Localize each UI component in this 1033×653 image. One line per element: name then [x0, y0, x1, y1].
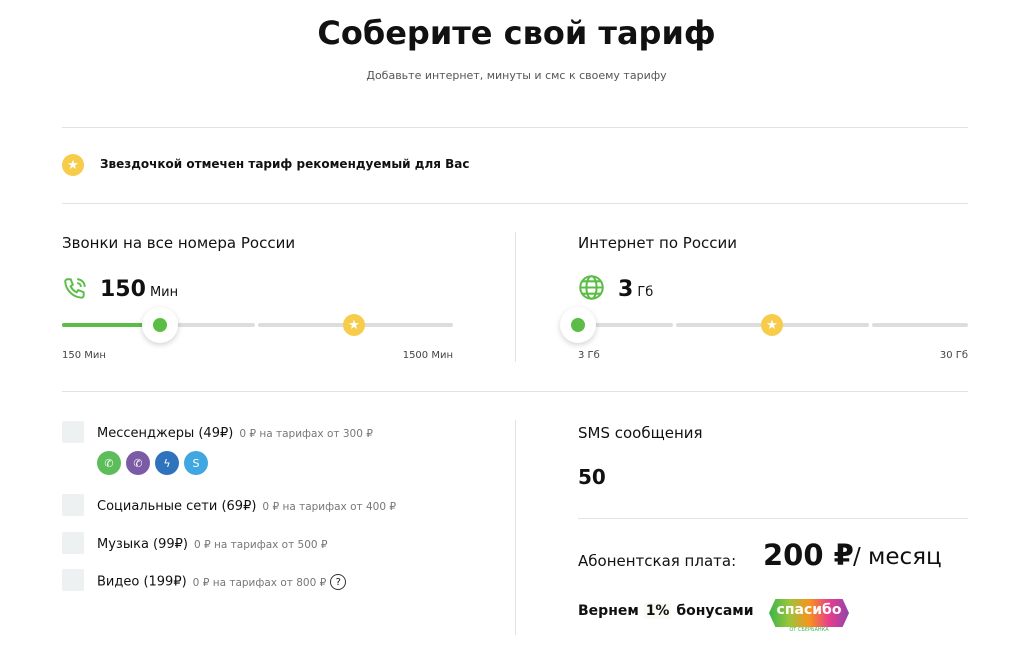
page-title: Соберите свой тариф	[317, 14, 716, 52]
internet-slider-handle[interactable]	[560, 307, 596, 343]
internet-title: Интернет по России	[578, 234, 738, 252]
messenger-icon: ϟ	[155, 451, 179, 475]
internet-max-label: 30 Гб	[939, 350, 968, 361]
video-checkbox[interactable]	[62, 569, 84, 591]
messengers-checkbox[interactable]	[62, 421, 84, 443]
star-icon[interactable]: ★	[343, 314, 365, 336]
option-social: Социальные сети (69₽) 0 ₽ на тарифах от 4…	[97, 499, 397, 514]
divider	[62, 203, 968, 204]
help-icon[interactable]: ?	[330, 574, 347, 590]
sms-value: 50	[578, 465, 606, 489]
option-video: Видео (199₽) 0 ₽ на тарифах от 800 ₽?	[97, 574, 347, 590]
internet-slider-track[interactable]	[872, 323, 968, 327]
divider	[515, 420, 516, 635]
divider	[515, 232, 516, 362]
option-music: Музыка (99₽) 0 ₽ на тарифах от 500 ₽	[97, 537, 328, 552]
page-subtitle: Добавьте интернет, минуты и смс к своему…	[366, 69, 667, 82]
whatsapp-icon: ✆	[97, 451, 121, 475]
calls-value: 150 Мин	[100, 277, 179, 302]
internet-value: 3 Гб	[618, 277, 654, 302]
social-checkbox[interactable]	[62, 494, 84, 516]
divider	[62, 391, 968, 392]
recommendation-text: Звездочкой отмечен тариф рекомендуемый д…	[100, 157, 470, 171]
price-amount: 200 ₽	[763, 538, 854, 572]
calls-title: Звонки на все номера России	[62, 234, 296, 252]
price-period: / месяц	[853, 544, 942, 570]
spasibo-logo: спасибо ОТ СБЕРБАНКА	[763, 595, 861, 635]
calls-slider-fill	[62, 323, 160, 327]
skype-icon: S	[184, 451, 208, 475]
internet-min-label: 3 Гб	[578, 350, 600, 361]
internet-slider-track[interactable]	[578, 323, 673, 327]
price-label: Абонентская плата:	[578, 552, 737, 570]
viber-icon: ✆	[126, 451, 150, 475]
star-icon[interactable]: ★	[761, 314, 783, 336]
phone-icon	[62, 276, 88, 306]
calls-slider-handle[interactable]	[142, 307, 178, 343]
calls-max-label: 1500 Мин	[402, 350, 453, 361]
globe-icon	[578, 274, 605, 305]
divider	[578, 518, 968, 519]
star-icon: ★	[62, 154, 84, 176]
bonus-text: Вернем 1% бонусами	[578, 603, 754, 619]
divider	[62, 127, 968, 128]
music-checkbox[interactable]	[62, 532, 84, 554]
calls-min-label: 150 Мин	[62, 350, 106, 361]
sms-title: SMS сообщения	[578, 424, 703, 442]
option-messengers: Мессенджеры (49₽) 0 ₽ на тарифах от 300 ₽	[97, 426, 373, 441]
